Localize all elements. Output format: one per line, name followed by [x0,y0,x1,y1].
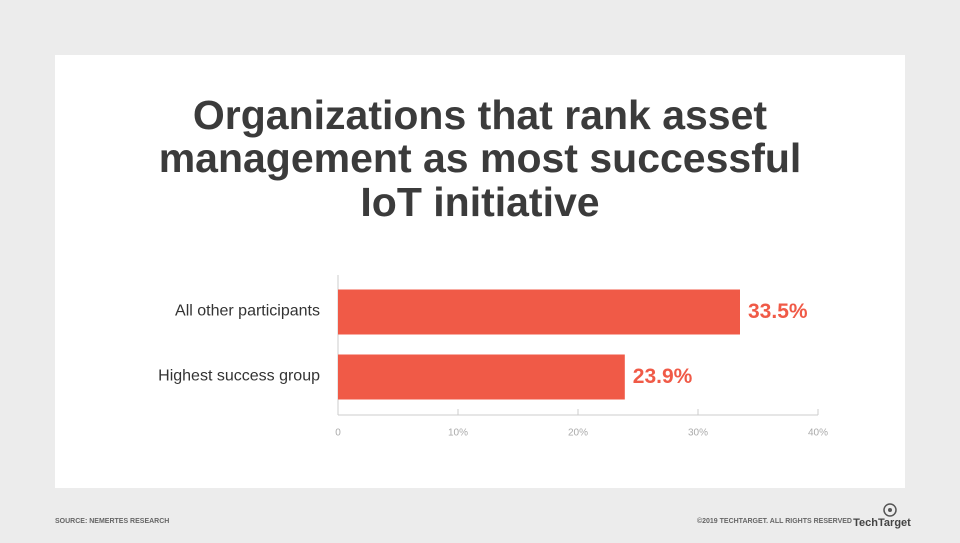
chart-title: management as most successful [159,135,802,181]
logo: TechTarget [853,517,911,529]
value-label: 33.5% [748,300,808,323]
source: SOURCE: NEMERTES RESEARCH [55,518,169,525]
logo-icon [883,503,897,517]
panel [55,55,905,488]
value-label: 23.9% [633,365,693,388]
x-tick-label: 40% [808,428,828,439]
x-tick-label: 20% [568,428,588,439]
x-tick-label: 10% [448,428,468,439]
y-tick-label: All other participants [175,303,320,320]
bar [338,289,740,335]
bar [338,354,625,400]
chart-title: IoT initiative [360,179,599,225]
chart-title: Organizations that rank asset [193,92,768,138]
copyright: ©2019 TECHTARGET. ALL RIGHTS RESERVED [697,517,852,525]
x-tick-label: 0 [335,428,341,439]
x-tick-label: 30% [688,428,708,439]
logo-icon [888,508,892,512]
y-tick-label: Highest success group [158,368,320,385]
